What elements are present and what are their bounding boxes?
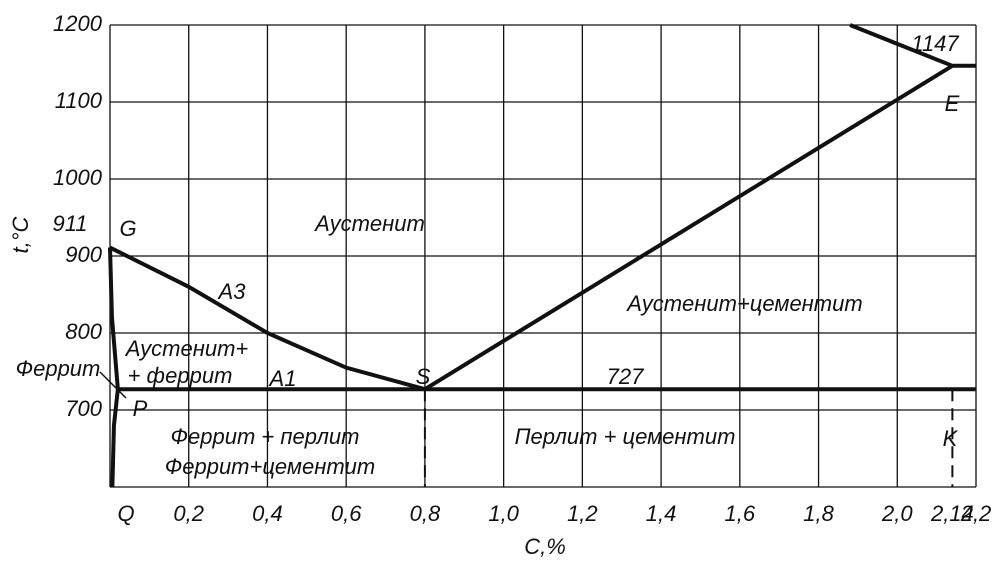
arrow — [99, 371, 127, 399]
x-tick-label: 0,4 — [252, 501, 283, 526]
x-tick-label: 1,6 — [725, 501, 756, 526]
x-tick-label: 2,14 — [930, 501, 974, 526]
annotation: 1147 — [911, 31, 959, 56]
annotation: A1 — [268, 366, 297, 391]
phase-boundary — [849, 23, 976, 68]
annotation: K — [943, 426, 959, 451]
phase-boundary — [110, 388, 120, 488]
annotation: G — [119, 216, 136, 241]
x-tick-label: 2,0 — [881, 501, 913, 526]
x-axis-label: C,% — [524, 534, 566, 559]
x-tick-label: 0,6 — [331, 501, 362, 526]
annotation: + феррит — [128, 363, 233, 388]
annotation: Феррит+цементит — [165, 454, 375, 479]
annotation: S — [416, 364, 431, 389]
x-tick-label: 1,4 — [646, 501, 677, 526]
annotation: Феррит — [16, 356, 101, 381]
x-tick-label: 1,0 — [488, 501, 519, 526]
y-axis-label: t,°C — [8, 216, 33, 253]
x-tick-label: 0,8 — [410, 501, 441, 526]
x-tick-label: 2,2 — [960, 501, 992, 526]
annotation: Аустенит — [313, 211, 425, 236]
phase-boundary — [423, 64, 954, 391]
y-tick-label: 1000 — [53, 165, 103, 190]
annotation: P — [133, 396, 148, 421]
x-tick-label: 1,2 — [567, 501, 598, 526]
y-tick-label: 700 — [65, 396, 102, 421]
annotation: E — [945, 91, 960, 116]
annotation: Q — [117, 501, 134, 526]
annotation: 911 — [52, 211, 87, 236]
x-tick-label: 1,8 — [803, 501, 834, 526]
annotation: Аустенит+цементит — [625, 291, 862, 316]
annotation: 727 — [607, 364, 644, 389]
annotation: A3 — [217, 279, 247, 304]
phase-boundary — [109, 245, 426, 392]
phase-boundary — [108, 247, 120, 390]
y-tick-label: 800 — [65, 319, 102, 344]
y-tick-label: 1100 — [55, 88, 103, 113]
annotation: Феррит + перлит — [171, 424, 360, 449]
annotation: Перлит + цементит — [515, 424, 736, 449]
y-tick-label: 1200 — [53, 11, 103, 36]
y-tick-label: 900 — [65, 242, 102, 267]
annotation: Аустенит+ — [124, 336, 249, 361]
x-tick-label: 0,2 — [173, 501, 204, 526]
